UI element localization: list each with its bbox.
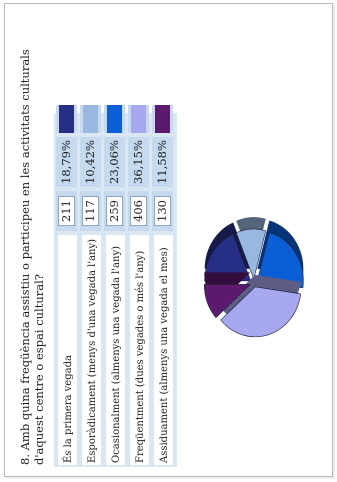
category-label: Assiduament (almenys una vegada el mes) (152, 235, 173, 465)
count-value: 211 (58, 196, 75, 226)
color-swatch (155, 105, 170, 133)
rotated-content: 8. Amb quina freqüència assistiu o parti… (8, 7, 331, 475)
pie-slice-3 (220, 274, 302, 338)
category-label: Ocasionalment (almenys una vegada l'any) (104, 235, 125, 465)
pie-chart (203, 217, 304, 338)
pie-slice-2 (256, 220, 304, 289)
percent-value: 18,79% (56, 137, 77, 187)
count-value: 117 (82, 196, 99, 226)
color-swatch (107, 105, 122, 133)
pie-slice-4 (203, 272, 252, 319)
chart-title: 8. Amb quina freqüència assistiu o parti… (18, 49, 46, 465)
color-swatch (59, 105, 74, 133)
category-label: És la primera vegada (56, 235, 77, 465)
category-label: Esporàdicament (menys d'una vegada l'any… (80, 235, 101, 465)
count-value: 406 (130, 196, 147, 226)
color-swatch (83, 105, 98, 133)
percent-value: 11,58% (152, 137, 173, 187)
count-value: 259 (106, 196, 123, 226)
color-swatch (131, 105, 146, 133)
count-value: 130 (154, 196, 171, 226)
percent-value: 23,06% (104, 137, 125, 187)
pie-slice-1 (235, 217, 267, 281)
percent-value: 36,15% (128, 137, 149, 187)
category-label: Freqüentment (dues vegades o més l'any) (128, 235, 149, 465)
percent-value: 10,42% (80, 137, 101, 187)
survey-panel: 8. Amb quina freqüència assistiu o parti… (4, 3, 333, 477)
